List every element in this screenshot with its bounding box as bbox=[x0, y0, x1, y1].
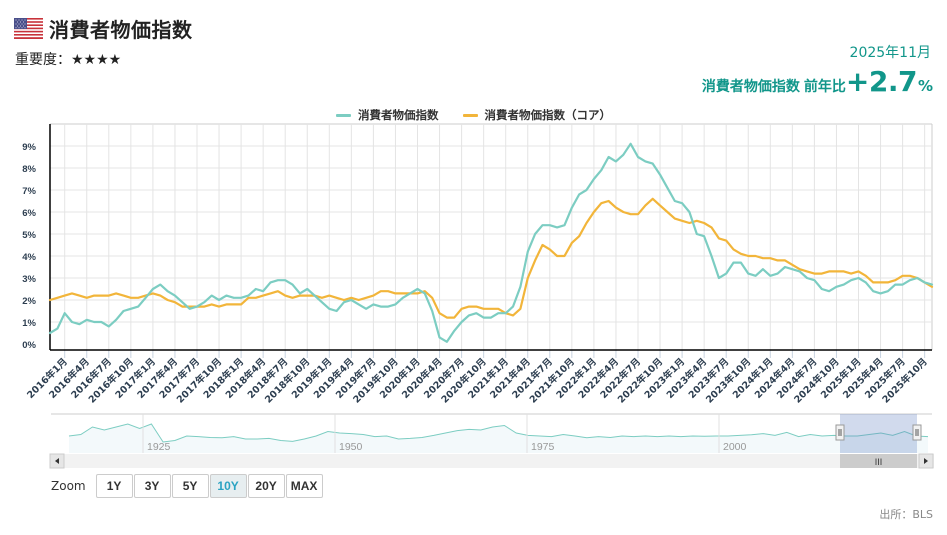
importance-label: 重要度： bbox=[15, 52, 71, 68]
svg-text:3%: 3% bbox=[22, 274, 36, 285]
page-header: 消費者物価指数 bbox=[14, 14, 193, 43]
scroll-left-button[interactable] bbox=[49, 453, 65, 469]
navigator-scrollbar-track[interactable] bbox=[50, 454, 934, 468]
zoom-10y-button[interactable]: 10Y bbox=[209, 474, 247, 498]
star-icon: ★★★★ bbox=[71, 52, 122, 68]
legend-item-cpi[interactable]: 消費者物価指数 bbox=[336, 107, 439, 123]
headline-unit: % bbox=[917, 77, 933, 95]
scrollbar-grip-icon: III bbox=[875, 457, 883, 467]
scroll-right-button[interactable] bbox=[918, 453, 934, 469]
navigator-year-label: 2000 bbox=[723, 441, 747, 453]
svg-text:6%: 6% bbox=[22, 208, 36, 219]
legend-swatch-cpi bbox=[336, 113, 351, 117]
navigator-year-label: 1975 bbox=[531, 441, 555, 453]
headline-number: +2.7 bbox=[845, 65, 918, 98]
navigator-selected-range[interactable] bbox=[840, 414, 917, 453]
chart-grid bbox=[50, 123, 933, 350]
svg-text:2%: 2% bbox=[22, 296, 36, 307]
navigator-year-label: 1925 bbox=[147, 441, 171, 453]
svg-text:8%: 8% bbox=[22, 164, 36, 175]
x-axis: 2016年1月2016年4月2016年7月2016年10月2017年1月2017… bbox=[25, 349, 932, 406]
zoom-label: Zoom bbox=[51, 479, 86, 493]
range-navigator[interactable]: 1925 1950 1975 2000 III bbox=[49, 413, 934, 469]
legend-label-cpi: 消費者物価指数 bbox=[358, 108, 439, 122]
svg-text:7%: 7% bbox=[22, 186, 36, 197]
us-flag-icon bbox=[14, 18, 43, 39]
data-source: 出所：BLS bbox=[879, 508, 933, 521]
legend-label-core-cpi: 消費者物価指数（コア） bbox=[484, 108, 612, 122]
svg-text:4%: 4% bbox=[22, 252, 36, 263]
cpi-line bbox=[48, 142, 934, 343]
zoom-20y-button[interactable]: 20Y bbox=[247, 474, 285, 498]
navigator-year-label: 1950 bbox=[339, 441, 363, 453]
legend-swatch-core-cpi bbox=[462, 113, 478, 117]
chart-legend: 消費者物価指数 消費者物価指数（コア） bbox=[0, 107, 947, 123]
headline-label: 消費者物価指数 bbox=[701, 79, 800, 95]
y-axis: 0% 1% 2% 3% 4% 5% 6% 7% 8% 9% bbox=[22, 124, 51, 351]
navigator-scrollbar-thumb[interactable] bbox=[840, 454, 917, 468]
navigator-right-handle[interactable] bbox=[912, 424, 922, 441]
svg-text:9%: 9% bbox=[22, 142, 36, 153]
importance-rating: 重要度：★★★★ bbox=[15, 49, 121, 69]
legend-item-core-cpi[interactable]: 消費者物価指数（コア） bbox=[462, 107, 612, 123]
chart-series bbox=[48, 142, 934, 343]
zoom-bar: Zoom 1Y 3Y 5Y 10Y 20Y MAX bbox=[51, 474, 324, 498]
zoom-1y-button[interactable]: 1Y bbox=[95, 474, 133, 498]
svg-text:0%: 0% bbox=[22, 340, 36, 351]
headline-value: 消費者物価指数 前年比 +2.7 % bbox=[702, 68, 933, 96]
navigator-left-handle[interactable] bbox=[835, 424, 845, 441]
zoom-3y-button[interactable]: 3Y bbox=[133, 474, 171, 498]
headline-compare: 前年比 bbox=[803, 79, 846, 95]
zoom-max-button[interactable]: MAX bbox=[285, 474, 323, 498]
zoom-5y-button[interactable]: 5Y bbox=[171, 474, 209, 498]
svg-text:5%: 5% bbox=[22, 230, 36, 241]
page-title: 消費者物価指数 bbox=[49, 18, 193, 42]
svg-text:1%: 1% bbox=[22, 318, 36, 329]
release-date: 2025年11月 bbox=[849, 45, 931, 61]
